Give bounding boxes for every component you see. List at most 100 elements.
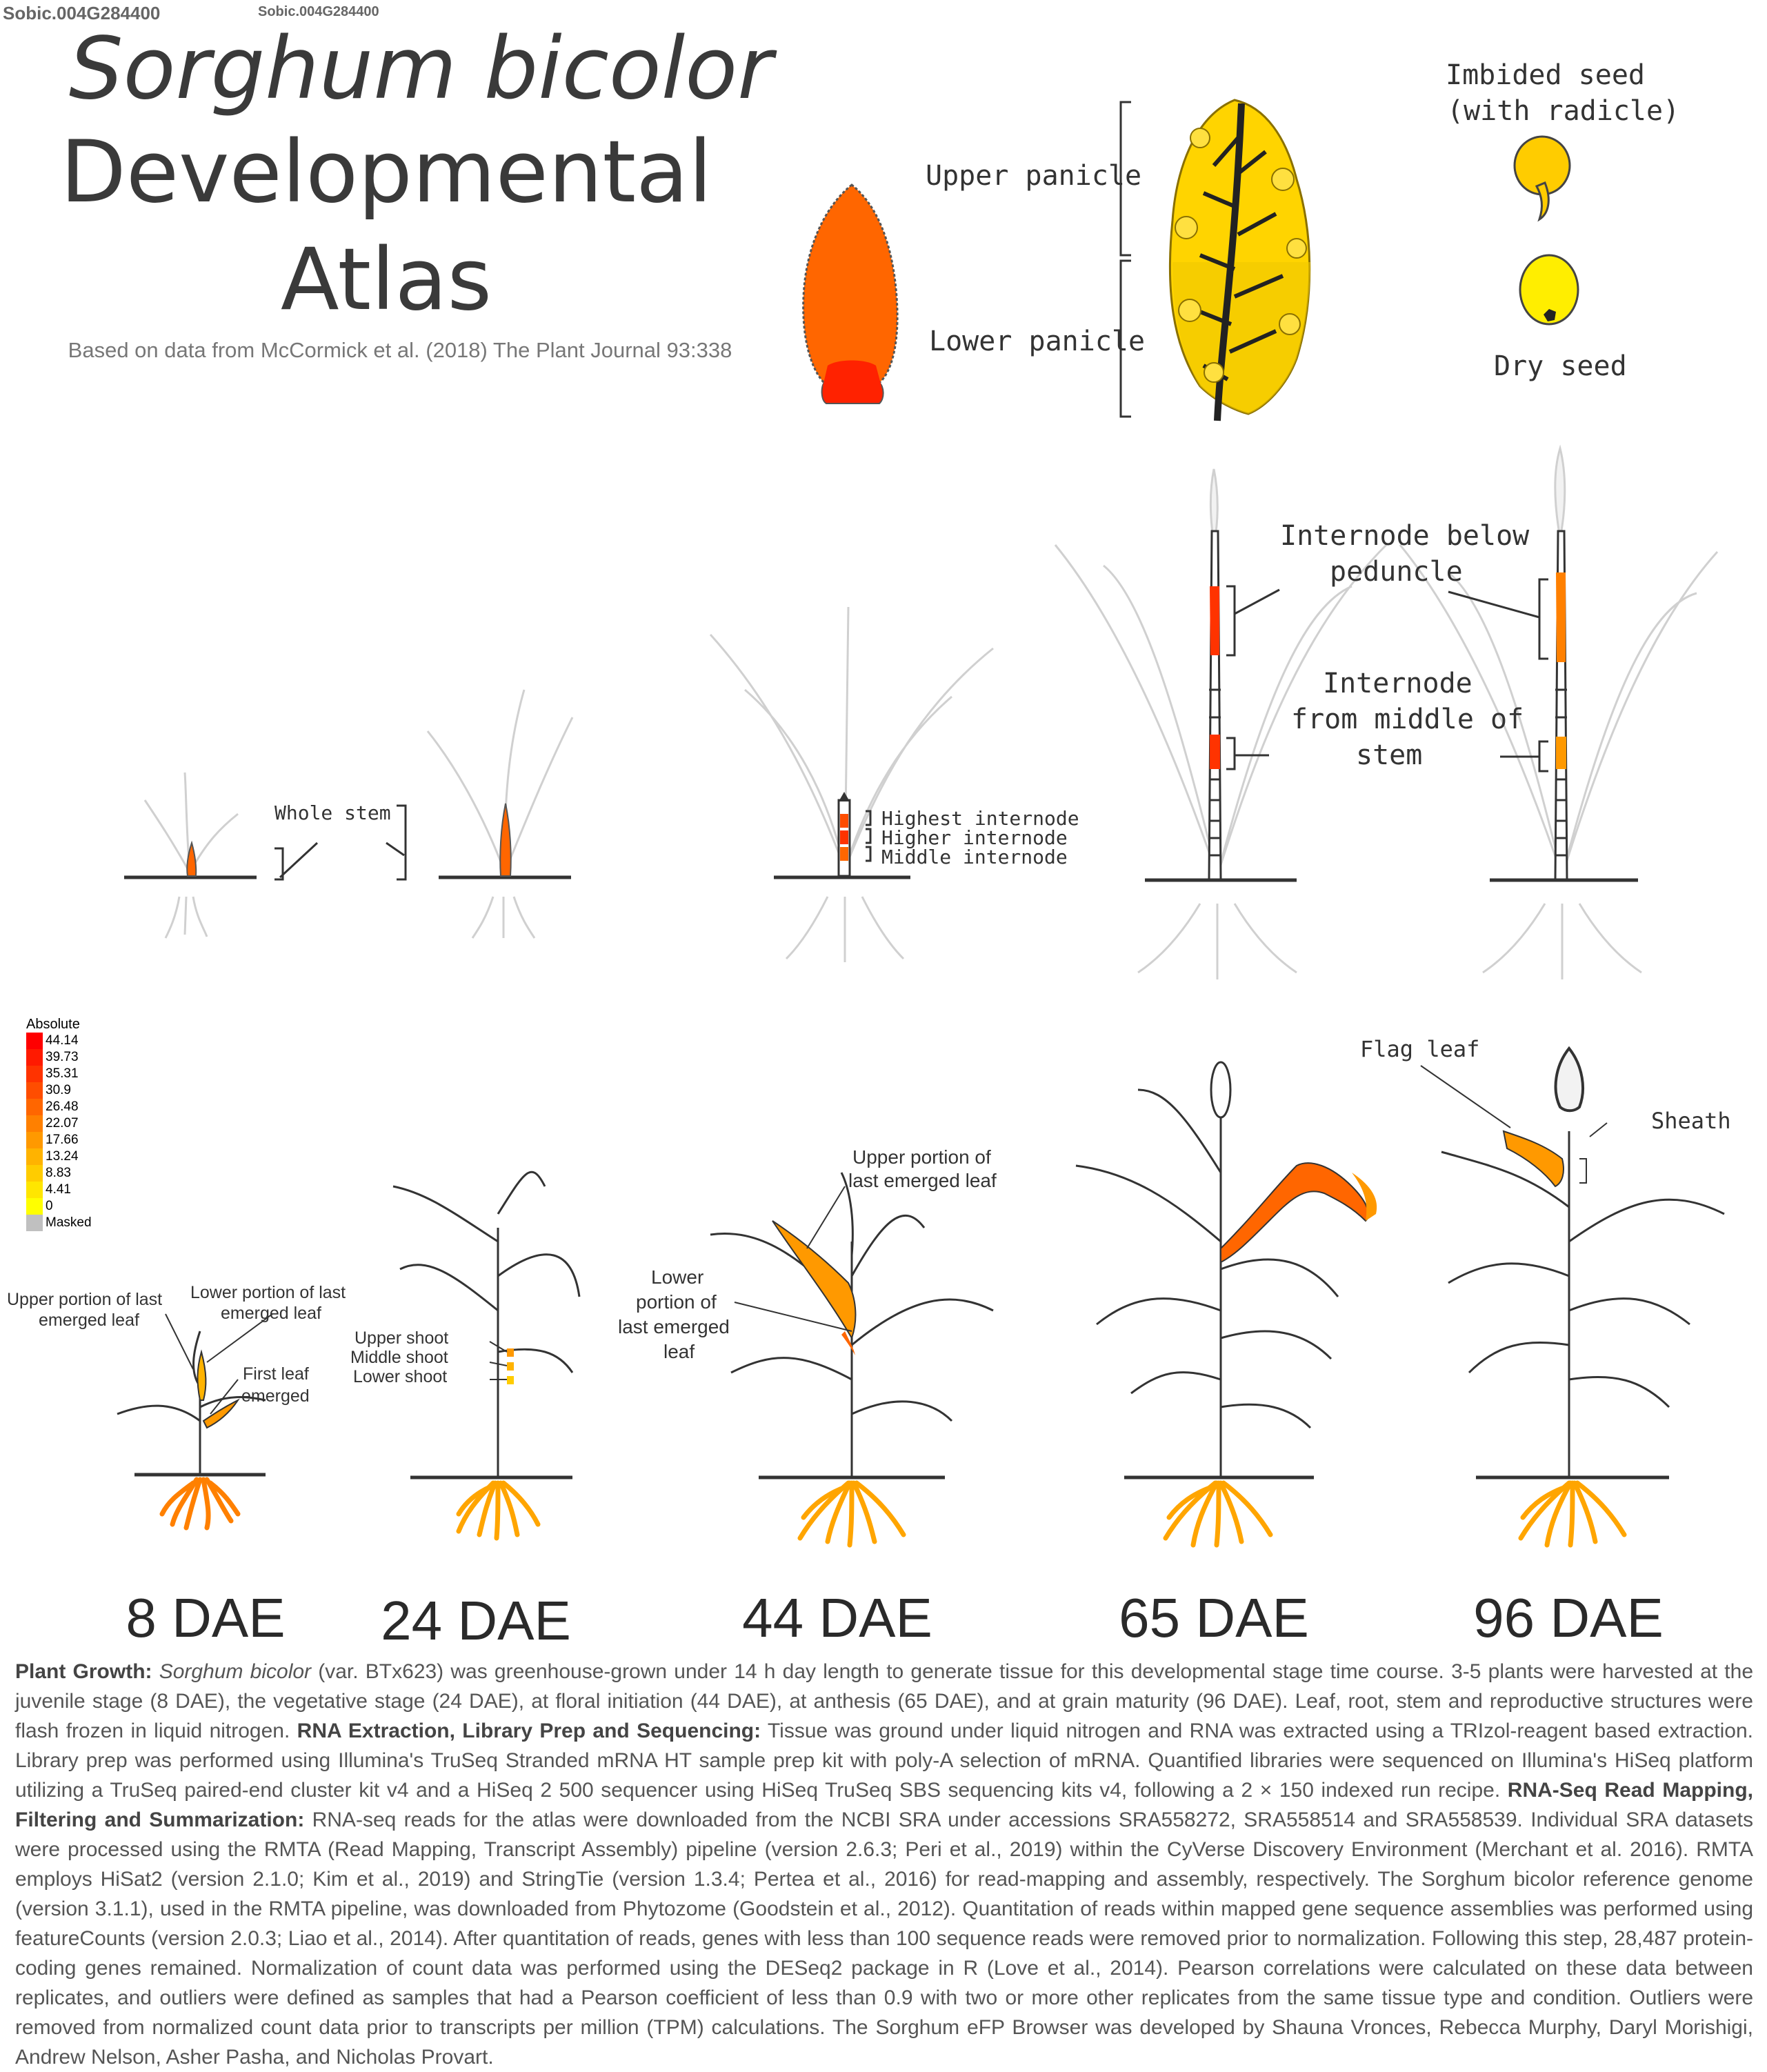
label-8dae-upper-portion-line2: emerged leaf (39, 1311, 139, 1330)
ground-lines-plant-row (134, 1473, 1669, 1480)
gene-id-label-small: Sobic.004G284400 (258, 4, 379, 19)
legend-value: 4.41 (46, 1182, 71, 1197)
caption-read-mapping-text: RNA-seq reads for the atlas were downloa… (15, 1809, 1754, 2069)
label-flag-leaf: Flag leaf (1360, 1036, 1480, 1062)
stage-label-44-dae: 44 DAE (742, 1587, 932, 1648)
legend-value: 30.9 (46, 1083, 71, 1097)
lower-panicle-bracket (1119, 259, 1131, 418)
legend-value: 13.24 (46, 1149, 79, 1164)
whole-stem-bracket-left (274, 847, 284, 881)
legend-value: 26.48 (46, 1099, 79, 1114)
caption-heading-plant-growth: Plant Growth: (15, 1660, 152, 1683)
subtitle-citation: Based on data from McCormick et al. (201… (68, 338, 732, 362)
roots-expression-shapes[interactable] (159, 1477, 1627, 1548)
leaf-expression-shapes[interactable] (197, 1130, 1564, 1429)
label-internode-middle-line3: stem (1356, 739, 1423, 771)
plant-outlines (117, 1046, 1725, 1477)
legend-swatch (26, 1215, 43, 1231)
legend-value: 8.83 (46, 1166, 71, 1180)
legend-row: 13.24 (26, 1148, 109, 1165)
stem-65-dae-shape[interactable] (1208, 530, 1222, 881)
legend-value: 39.73 (46, 1050, 79, 1064)
legend-value: 22.07 (46, 1116, 79, 1130)
legend-value: 35.31 (46, 1066, 79, 1081)
legend-row: 44.14 (26, 1033, 109, 1049)
label-imbibed-seed-line2: (with radicle) (1447, 95, 1680, 127)
label-44dae-upper-portion-line2: last emerged leaf (848, 1170, 997, 1191)
title-species: Sorghum bicolor (68, 19, 773, 119)
legend-swatch (26, 1099, 43, 1115)
legend-row: 35.31 (26, 1066, 109, 1082)
stage-label-24-dae: 24 DAE (381, 1590, 571, 1651)
legend-value: 0 (46, 1199, 53, 1213)
upper-panicle-bracket (1119, 101, 1131, 257)
legend-value: 44.14 (46, 1033, 79, 1048)
label-8dae-first-leaf-line1: First leaf (243, 1364, 309, 1384)
legend-row: Masked (26, 1215, 109, 1231)
internode-middle-bracket-65 (1226, 737, 1236, 770)
reference-panicle-illustration (1168, 99, 1311, 421)
legend-rows: 44.14 39.73 35.31 30.9 26.48 22.07 17.66 13.24 8… (26, 1033, 109, 1231)
legend-swatch (26, 1049, 43, 1066)
internode-middle-bracket-96 (1538, 740, 1548, 773)
stem-96-dae-shape[interactable] (1554, 530, 1568, 881)
leader-lines-96 (1448, 590, 1540, 758)
stage-label-65-dae: 65 DAE (1119, 1587, 1309, 1648)
label-44dae-lower-portion-line2: portion of (636, 1291, 717, 1313)
label-44dae-lower-portion-line1: Lower (651, 1266, 704, 1288)
internode-below-bracket-96 (1538, 578, 1548, 660)
annotation-leader-lines (165, 1065, 1608, 1415)
legend-row: 0 (26, 1198, 109, 1215)
legend-row: 17.66 (26, 1132, 109, 1148)
imbibed-seed-shape[interactable] (1513, 135, 1571, 222)
legend-swatch (26, 1115, 43, 1132)
label-internode-middle-line2: from middle of (1291, 704, 1524, 735)
whole-stem-24-dae-shape[interactable] (499, 803, 512, 877)
caption-species: Sorghum bicolor (159, 1660, 312, 1683)
dry-seed-shape[interactable] (1519, 254, 1579, 326)
internode-below-bracket-65 (1226, 585, 1236, 657)
label-8dae-lower-portion-line1: Lower portion of last (190, 1283, 346, 1302)
methods-caption: Plant Growth: Sorghum bicolor (var. BTx6… (15, 1657, 1753, 2072)
legend-title: Absolute (26, 1017, 80, 1032)
label-higher-internode: Higher internode (881, 826, 1068, 849)
whole-stem-leader-lines (279, 841, 405, 879)
label-lower-panicle: Lower panicle (929, 326, 1146, 357)
legend-row: 22.07 (26, 1115, 109, 1132)
legend-swatch (26, 1132, 43, 1148)
legend-swatch (26, 1148, 43, 1165)
internode-brackets-44 (866, 810, 872, 862)
caption-plant-growth-text: (var. BTx623) was greenhouse-grown under… (15, 1660, 1754, 1742)
label-internode-middle-line1: Internode (1323, 668, 1472, 699)
label-dry-seed: Dry seed (1494, 350, 1627, 382)
label-imbibed-seed-line1: Imbided seed (1446, 59, 1645, 91)
stage-label-8-dae: 8 DAE (126, 1587, 286, 1648)
label-middle-internode: Middle internode (881, 846, 1068, 868)
label-24dae-upper-shoot: Upper shoot (355, 1328, 449, 1348)
label-44dae-upper-portion-line1: Upper portion of (852, 1146, 991, 1168)
label-44dae-lower-portion-line3: last emerged (618, 1316, 730, 1337)
caption-rna-extraction-text: Tissue was ground under liquid nitrogen … (15, 1720, 1753, 1802)
internodes-44-dae-shape[interactable] (837, 792, 851, 877)
atlas-illustration (117, 99, 1725, 1548)
whole-stem-bracket-right (397, 804, 407, 881)
gene-id-label: Sobic.004G284400 (3, 3, 161, 23)
stage-label-96-dae: 96 DAE (1473, 1587, 1664, 1648)
legend-swatch (26, 1182, 43, 1198)
legend-swatch (26, 1066, 43, 1082)
legend-value: 17.66 (46, 1133, 79, 1147)
panicle-expression-shape[interactable] (802, 183, 899, 404)
legend-row: 4.41 (26, 1182, 109, 1198)
label-44dae-lower-portion-line4: leaf (663, 1341, 695, 1362)
label-8dae-lower-portion-line2: emerged leaf (221, 1304, 321, 1323)
legend-swatch (26, 1082, 43, 1099)
label-highest-internode: Highest internode (881, 807, 1079, 830)
label-24dae-lower-shoot: Lower shoot (353, 1367, 448, 1386)
legend-swatch (26, 1033, 43, 1049)
ground-lines-stem-row (124, 875, 1638, 882)
label-whole-stem: Whole stem (274, 801, 391, 824)
legend-row: 8.83 (26, 1165, 109, 1182)
legend-swatch (26, 1198, 43, 1215)
caption-heading-read-mapping: RNA-Seq Read Mapping, Filtering and Summ… (15, 1779, 1753, 1831)
whole-stem-8-dae-shape[interactable] (186, 840, 197, 877)
